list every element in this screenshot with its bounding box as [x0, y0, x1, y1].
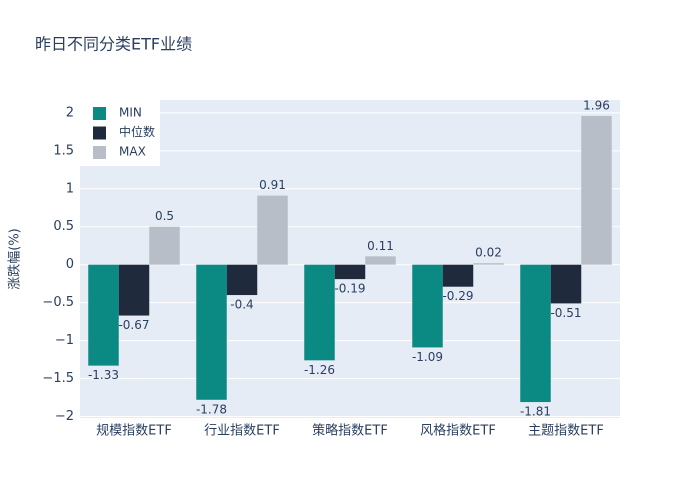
bar	[149, 226, 180, 265]
y-tick-label: −2	[55, 409, 74, 424]
bar	[473, 263, 504, 265]
bar	[520, 264, 551, 403]
y-tick-label: 1	[66, 181, 74, 196]
legend-swatch	[93, 107, 106, 120]
chart-title: 昨日不同分类ETF业绩	[35, 35, 192, 54]
y-tick-label: 0	[66, 257, 74, 272]
x-tick-label: 策略指数ETF	[312, 423, 388, 439]
legend: MIN 中位数 MAX	[80, 100, 160, 166]
value-label: -0.4	[230, 298, 253, 312]
bar	[196, 264, 227, 400]
value-label: 0.11	[367, 239, 394, 253]
legend-swatch	[93, 146, 106, 159]
y-axis-title: 涨跌幅(%)	[7, 228, 23, 290]
bar	[118, 264, 150, 316]
value-label: 0.5	[155, 209, 174, 223]
bar	[257, 195, 288, 265]
value-label: 1.96	[583, 98, 610, 112]
legend-swatch	[93, 126, 106, 140]
legend-label: 中位数	[119, 124, 155, 139]
value-label: -1.26	[304, 363, 335, 377]
value-label: -1.33	[88, 368, 119, 382]
value-label: -1.81	[520, 405, 551, 419]
value-label: -0.67	[118, 318, 149, 332]
x-tick-label: 行业指数ETF	[204, 424, 280, 439]
bar	[442, 264, 474, 287]
value-label: -0.29	[442, 289, 473, 303]
y-tick-label: −0.5	[42, 295, 74, 310]
value-label: -1.78	[196, 402, 227, 416]
bar	[581, 115, 612, 265]
value-label: -1.09	[412, 350, 443, 364]
value-label: -0.51	[550, 306, 581, 320]
y-tick-label: −1.5	[42, 371, 74, 386]
legend-label: MAX	[119, 145, 146, 159]
bar	[226, 264, 258, 296]
x-tick-label: 主题指数ETF	[528, 424, 604, 439]
x-tick-label: 风格指数ETF	[420, 423, 496, 439]
y-tick-label: 0.5	[53, 219, 74, 234]
y-tick-label: −1	[55, 333, 74, 348]
legend-label: MIN	[119, 106, 142, 120]
y-tick-label: 1.5	[53, 143, 74, 158]
value-label: -0.19	[334, 282, 365, 296]
bar	[412, 264, 443, 348]
value-label: 0.91	[259, 178, 286, 192]
bar	[304, 264, 335, 361]
bar	[365, 256, 396, 265]
value-label: 0.02	[475, 246, 502, 260]
bar	[550, 264, 582, 304]
x-tick-label: 规模指数ETF	[96, 424, 172, 439]
bar	[334, 264, 366, 280]
y-tick-label: 2	[66, 105, 74, 120]
bar	[88, 264, 119, 366]
